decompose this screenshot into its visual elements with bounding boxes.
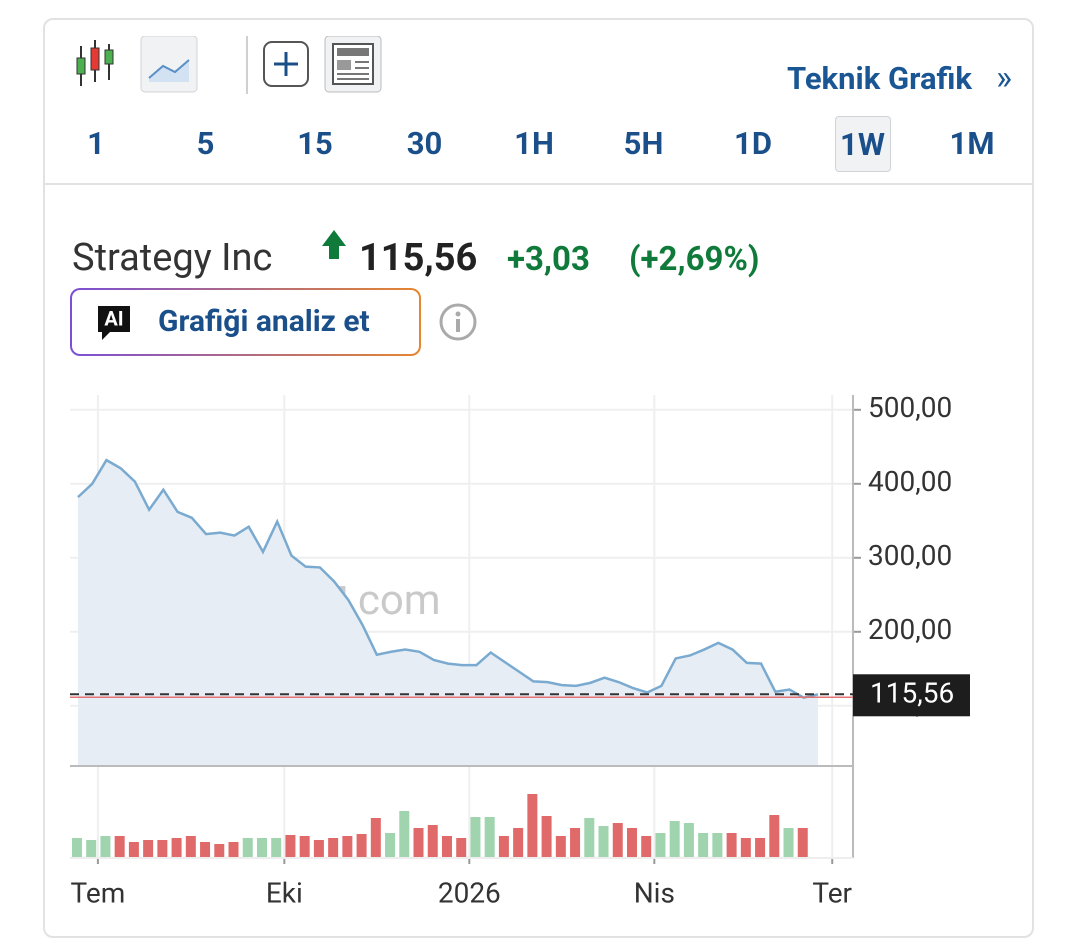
volume-bar (256, 838, 267, 858)
volume-bar (570, 828, 581, 858)
volume-bar (399, 811, 410, 858)
volume-bar (413, 828, 424, 858)
volume-bar (456, 838, 467, 858)
price: 115,56 (359, 236, 478, 280)
volume-bar (598, 826, 609, 858)
change-percent: (+2,69%) (629, 240, 760, 279)
ai-button-inner: AI Grafiği analiz et (72, 290, 419, 354)
price-line (77, 458, 819, 699)
volume-bar (797, 828, 808, 858)
interval-button[interactable]: 15 (297, 125, 333, 162)
volume-bar (200, 842, 211, 858)
volume-bar (584, 818, 595, 858)
volume-bar (755, 838, 766, 858)
volume-bar (541, 816, 552, 858)
volume-bar (655, 833, 666, 858)
volume-bar (313, 840, 324, 858)
interval-button[interactable]: 5 (196, 125, 215, 162)
watermark-domain: .com (347, 576, 441, 625)
link-arrow[interactable]: » (996, 58, 1012, 98)
news-icon[interactable] (324, 36, 382, 93)
ai-icon: AI (98, 306, 130, 340)
volume-bar (641, 836, 652, 858)
volume-bar (427, 825, 438, 858)
info-icon[interactable] (438, 302, 478, 342)
volume-bar (612, 823, 623, 858)
volume-bar (285, 835, 296, 858)
volume-bar (356, 834, 367, 858)
volume-bar (100, 836, 111, 858)
volume-bar (470, 817, 481, 858)
volume-bar (527, 794, 538, 858)
volume-bar (498, 836, 509, 858)
y-tick-label: 300,00 (868, 539, 952, 572)
interval-button[interactable]: 5H (623, 125, 664, 162)
x-tick-label: Eki (266, 876, 303, 909)
volume-bar (370, 818, 381, 858)
last-price-label: 115,56 (870, 677, 954, 710)
volume-bar (214, 844, 225, 858)
volume-bar (626, 828, 637, 858)
x-tick-label: Tem (71, 876, 126, 909)
interval-button[interactable]: 1W (834, 116, 891, 172)
ai-button-label: Grafiği analiz et (158, 304, 370, 339)
volume-bar (342, 836, 353, 858)
volume-bar (299, 836, 310, 858)
volume-bar (441, 836, 452, 858)
interval-button[interactable]: 1M (949, 125, 995, 162)
volume-bar (114, 836, 125, 858)
volume-bar (726, 833, 737, 858)
x-tick-label: Nis (634, 876, 675, 909)
volume-bar (128, 842, 139, 858)
interval-button[interactable]: 30 (406, 125, 443, 162)
volume-bar (185, 836, 196, 858)
y-tick-label: 400,00 (868, 465, 952, 498)
volume-bar (328, 838, 339, 858)
interval-button[interactable]: 1H (514, 125, 554, 162)
x-tick-label: Ter (812, 876, 852, 909)
volume-bar (71, 838, 82, 858)
interval-bar: 1 5 15 30 1H 5H 1D 1W 1M (45, 116, 1036, 176)
volume-bar (157, 840, 168, 858)
volume-bar (86, 840, 97, 858)
ai-analyze-button[interactable]: AI Grafiği analiz et (70, 288, 421, 356)
interval-button[interactable]: 1 (87, 125, 105, 162)
area-icon[interactable] (140, 36, 198, 93)
volume-bar (385, 833, 396, 858)
volume-bar (555, 836, 566, 858)
candlestick-icon[interactable] (76, 40, 114, 86)
volume-bar (669, 821, 680, 858)
volume-bar (769, 815, 780, 858)
divider (45, 183, 1032, 185)
y-tick-label: 500,00 (868, 391, 952, 424)
volume-bar (171, 838, 182, 858)
volume-bar (698, 833, 709, 858)
volume-bar (740, 838, 751, 858)
volume-bar (143, 840, 154, 858)
instrument-name: Strategy Inc (72, 236, 273, 280)
toolbar-icons (76, 36, 382, 94)
volume-bar (242, 838, 253, 858)
add-icon[interactable] (263, 41, 309, 87)
volume-bar (783, 828, 794, 858)
x-tick-label: 2026 (438, 876, 501, 909)
volume-bar (271, 838, 282, 858)
last-price-box (853, 674, 970, 717)
interval-button[interactable]: 1D (734, 125, 772, 162)
y-tick-label: 200,00 (868, 613, 952, 646)
volume-bar (513, 828, 524, 858)
technical-chart-link[interactable]: Teknik Grafik (787, 60, 972, 97)
volume-bar (683, 823, 694, 858)
up-arrow (322, 230, 346, 259)
ai-badge: AI (104, 306, 123, 330)
price-area (77, 460, 818, 765)
volume-bar (228, 842, 239, 858)
volume-bar (712, 833, 723, 858)
volume-bar (484, 817, 495, 858)
change: +3,03 (507, 240, 590, 279)
chart-widget: Teknik Grafik » 1 5 15 30 1H 5H 1D 1W 1M Strateg… (43, 18, 1034, 938)
